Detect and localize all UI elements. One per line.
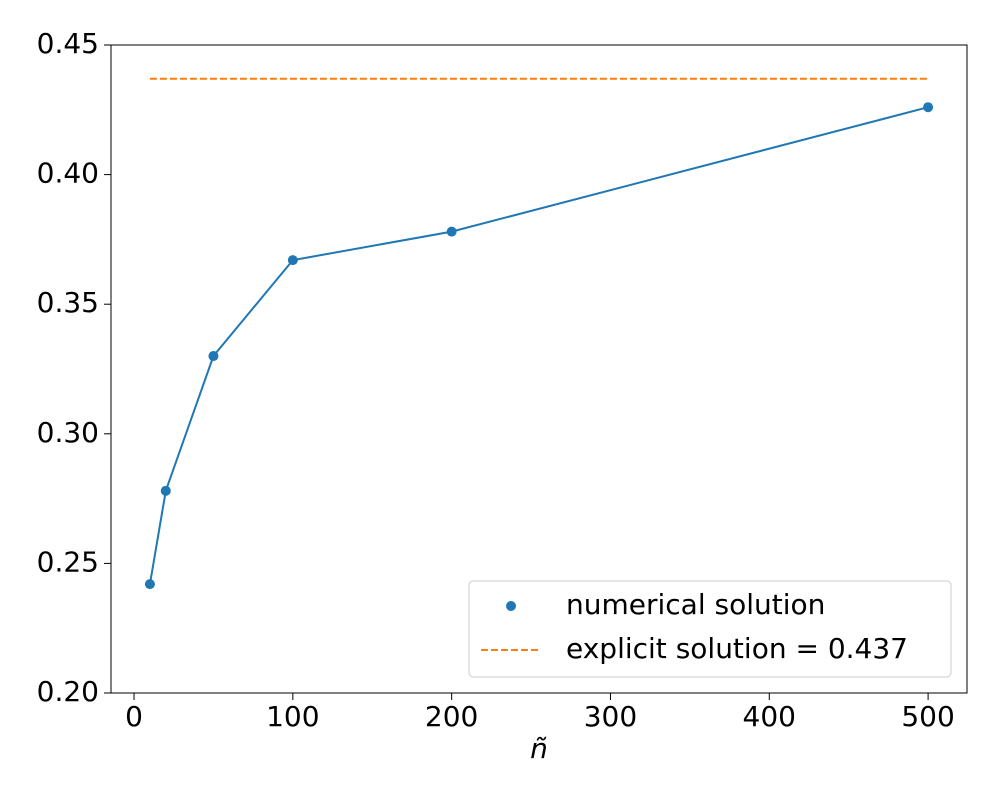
data-point bbox=[160, 485, 171, 496]
y-tick-label: 0.45 bbox=[37, 27, 99, 60]
legend-label: numerical solution bbox=[566, 588, 825, 621]
x-tick-label: 300 bbox=[584, 700, 637, 733]
x-tick-label: 0 bbox=[125, 700, 143, 733]
data-point bbox=[208, 351, 219, 362]
x-tick-label: 200 bbox=[425, 700, 478, 733]
legend-marker bbox=[506, 601, 516, 611]
plot-frame bbox=[110, 44, 968, 694]
x-axis-label: ñ bbox=[530, 732, 548, 765]
x-tick-label: 400 bbox=[743, 700, 796, 733]
series-line bbox=[148, 106, 929, 585]
x-tick-label: 500 bbox=[901, 700, 954, 733]
y-tick-label: 0.35 bbox=[37, 286, 99, 319]
data-point bbox=[923, 102, 934, 113]
y-tick-label: 0.20 bbox=[37, 675, 99, 708]
data-point bbox=[446, 226, 457, 237]
x-tick-label: 100 bbox=[266, 700, 319, 733]
legend: numerical solution explicit solution = 0.… bbox=[468, 580, 952, 678]
legend-box bbox=[468, 580, 952, 678]
legend-label: explicit solution = 0.437 bbox=[566, 632, 908, 665]
y-tick-label: 0.25 bbox=[37, 545, 99, 578]
y-tick-label: 0.30 bbox=[37, 416, 99, 449]
y-tick-label: 0.40 bbox=[37, 157, 99, 190]
data-point bbox=[144, 579, 155, 590]
data-point bbox=[287, 255, 298, 266]
